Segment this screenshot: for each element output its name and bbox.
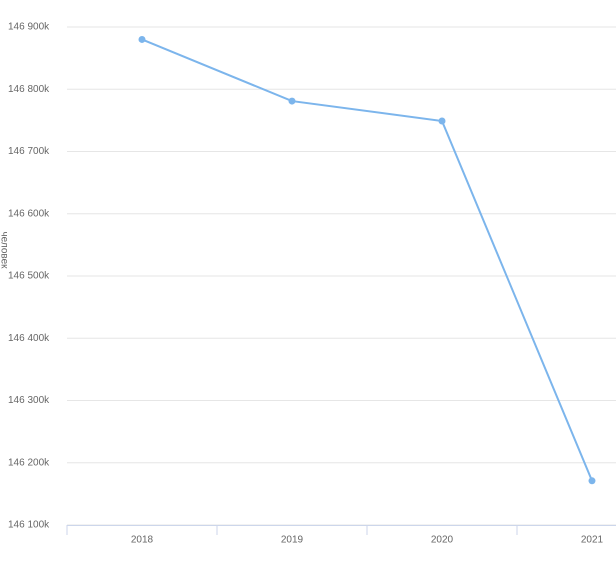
y-tick-label: 146 800k <box>8 84 50 95</box>
y-axis-title: человек <box>0 231 9 269</box>
data-point <box>138 35 146 43</box>
y-tick-label: 146 200k <box>8 457 50 468</box>
x-tick-label: 2021 <box>581 535 604 546</box>
x-tick-label: 2018 <box>131 535 154 546</box>
y-tick-label: 146 400k <box>8 333 50 344</box>
y-tick-label: 146 100k <box>8 520 50 531</box>
y-tick-label: 146 600k <box>8 208 50 219</box>
data-point <box>588 477 596 485</box>
series-line <box>141 38 593 482</box>
y-tick-label: 146 900k <box>8 22 50 33</box>
y-tick-label: 146 500k <box>8 271 50 282</box>
data-point <box>438 117 446 125</box>
x-tick-label: 2019 <box>281 535 304 546</box>
data-point <box>288 97 296 105</box>
y-tick-label: 146 300k <box>8 395 50 406</box>
x-tick-label: 2020 <box>431 535 454 546</box>
y-tick-label: 146 700k <box>8 146 50 157</box>
